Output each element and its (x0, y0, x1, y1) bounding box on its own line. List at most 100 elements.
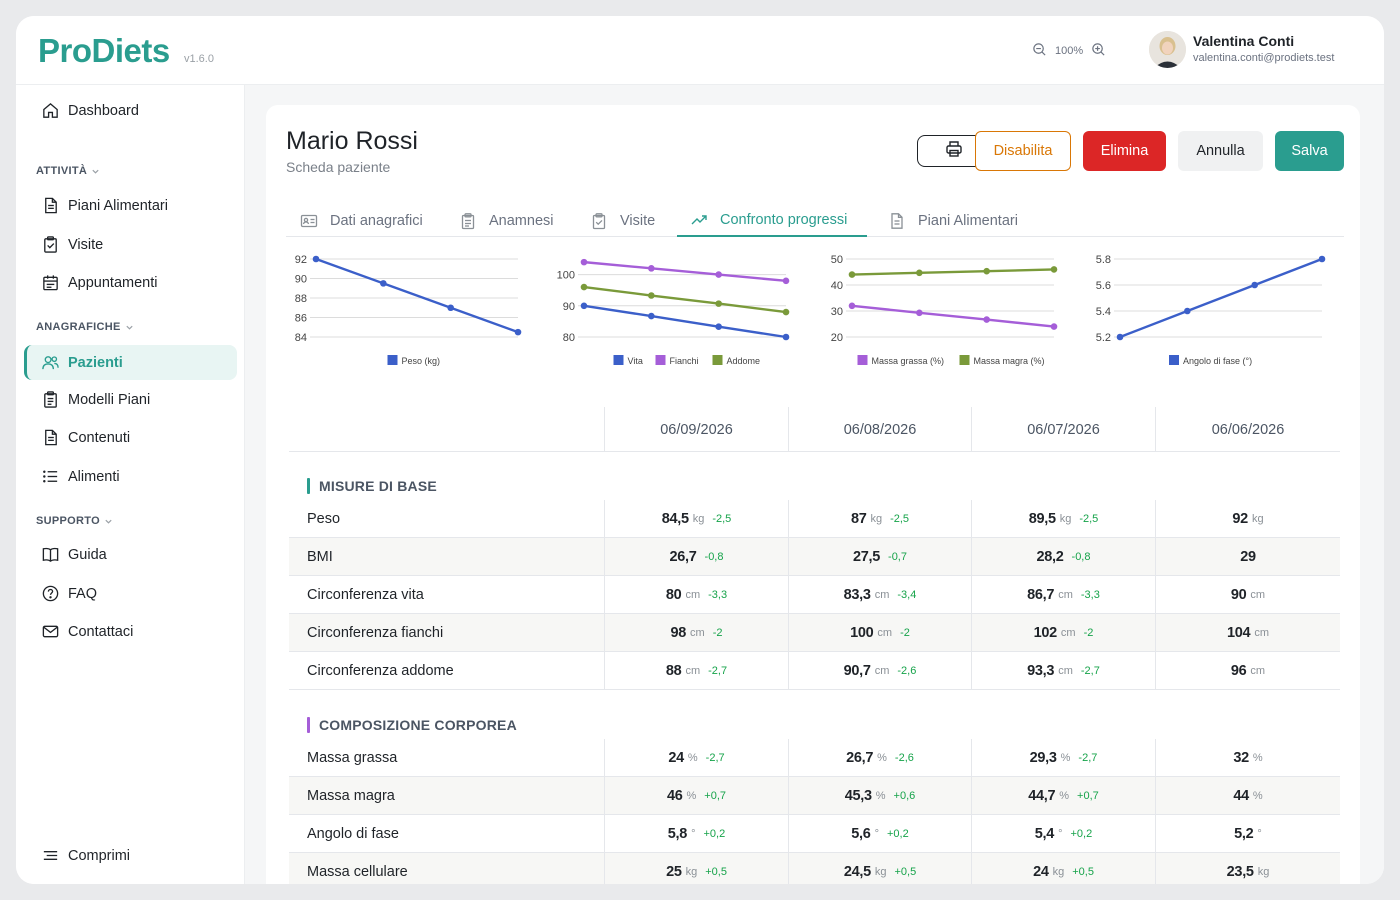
y-tick-label: 5.2 (1096, 332, 1111, 344)
table-cell: 98 cm -2 (604, 614, 788, 652)
table-cell: 90,7 cm -2,6 (788, 652, 971, 690)
user-avatar[interactable] (1149, 31, 1186, 68)
tab-visite[interactable]: Visite (590, 205, 655, 237)
cell-delta: -3,3 (708, 589, 728, 601)
cancel-button[interactable]: Annulla (1178, 131, 1263, 171)
row-label: Peso (307, 511, 341, 527)
table-cell: 44% (1155, 777, 1340, 815)
zoom-in-icon[interactable] (1091, 42, 1106, 60)
user-name[interactable]: Valentina Conti (1193, 33, 1295, 49)
tab-piani-alimentari[interactable]: Piani Alimentari (888, 205, 1018, 237)
cell-value: 26,7 (669, 549, 697, 565)
data-point (514, 328, 522, 336)
y-tick-label: 30 (831, 306, 843, 318)
save-button[interactable]: Salva (1275, 131, 1344, 171)
sidebar-item-appuntamenti[interactable]: Appuntamenti (24, 265, 237, 300)
table-cell: 5,4 ° +0,2 (971, 815, 1155, 853)
cell-value: 25 (666, 864, 682, 880)
sidebar-item-alimenti[interactable]: Alimenti (24, 459, 237, 494)
cell-value: 24,5 (843, 864, 871, 880)
cell-unit: kg (1059, 513, 1072, 525)
sidebar-collapse-button[interactable]: Comprimi (24, 838, 237, 873)
data-point (648, 265, 655, 272)
delete-button[interactable]: Elimina (1083, 131, 1166, 171)
chevron-down-icon (92, 169, 99, 174)
cell-delta: -2,7 (705, 752, 725, 764)
legend-swatch (655, 355, 666, 365)
y-tick-label: 40 (831, 280, 843, 292)
table-cell: 29 (1155, 538, 1340, 576)
sidebar-item-dashboard[interactable]: Dashboard (24, 93, 237, 128)
cell-value: 96 (1230, 663, 1247, 679)
cell-unit: % (686, 790, 697, 802)
cell-value: 26,7 (846, 750, 874, 766)
cell-unit: kg (874, 866, 887, 878)
sidebar-item-label: Comprimi (68, 847, 131, 864)
tab-anamnesi[interactable]: Anamnesi (459, 205, 553, 237)
table-cell: 25 kg +0,5 (604, 853, 788, 884)
cell-delta: -2,7 (708, 665, 728, 677)
section-label-supporto[interactable]: SUPPORTO (36, 515, 113, 527)
table-cell: 86,7 cm -3,3 (971, 576, 1155, 614)
sidebar-item-label: Modelli Piani (68, 391, 151, 408)
disable-button[interactable]: Disabilita (975, 131, 1071, 171)
cell-value: 102 (1033, 625, 1058, 641)
sidebar-item-faq[interactable]: FAQ (24, 576, 237, 611)
sidebar-item-contattaci[interactable]: Contattaci (24, 614, 237, 649)
zoom-out-icon[interactable] (1032, 42, 1047, 60)
cell-unit: ° (691, 828, 696, 840)
cell-delta: -2,5 (890, 513, 910, 525)
main-content: Mario Rossi Scheda paziente Disabilita E… (245, 85, 1384, 884)
chart-svg: 50 40 30 20 Massa grassa (%) Massa magra (%) (831, 254, 1058, 366)
sidebar-item-label: Guida (68, 546, 107, 563)
cell-unit: cm (685, 665, 701, 677)
sidebar-item-contenuti[interactable]: Contenuti (24, 420, 237, 455)
zoom-control: 100% (1032, 42, 1106, 60)
sidebar-item-visite[interactable]: Visite (24, 227, 237, 262)
series-line (1119, 257, 1323, 339)
cell-delta: +0,2 (703, 828, 726, 840)
table-cell: 92 kg (1155, 500, 1340, 538)
cell-value: 84,5 (661, 511, 689, 527)
cell-delta: +0,2 (1070, 828, 1093, 840)
cell-unit: cm (1250, 589, 1266, 601)
document-icon (888, 212, 906, 230)
sidebar-item-guida[interactable]: Guida (24, 537, 237, 572)
table-cell: 83,3 cm -3,4 (788, 576, 971, 614)
table-cell: 45,3% +0,6 (788, 777, 971, 815)
id-card-icon (300, 212, 318, 230)
data-point (1050, 266, 1058, 273)
cell-delta: +0,7 (1077, 790, 1099, 802)
cell-delta: -2,5 (712, 513, 732, 525)
legend-label: Angolo di fase (°) (1183, 356, 1252, 366)
sidebar-item-pazienti[interactable]: Pazienti (24, 345, 237, 380)
cell-unit: cm (685, 589, 701, 601)
data-point (916, 309, 923, 317)
data-point (983, 267, 990, 275)
cell-unit: % (687, 752, 698, 764)
section-label-attivita[interactable]: ATTIVITÀ (36, 165, 100, 177)
sidebar-item-piani-alimentari[interactable]: Piani Alimentari (24, 188, 237, 223)
tab-dati-anagrafici[interactable]: Dati anagrafici (300, 205, 423, 237)
sidebar-item-modelli-piani[interactable]: Modelli Piani (24, 382, 237, 417)
tab-confronto-progressi[interactable]: Confronto progressi (677, 205, 868, 237)
y-tick-label: 90 (295, 274, 307, 286)
legend-swatch (387, 355, 398, 365)
table-cell: 5,6 ° +0,2 (788, 815, 971, 853)
cell-delta: -0,7 (888, 551, 907, 563)
table-cell: 93,3 cm -2,7 (971, 652, 1155, 690)
cell-value: 89,5 (1028, 511, 1056, 527)
section-label-anagrafiche[interactable]: ANAGRAFICHE (36, 321, 134, 333)
series-line (315, 257, 519, 334)
document-icon (40, 428, 60, 448)
data-point (916, 269, 923, 277)
cell-value: 45,3 (844, 788, 872, 804)
app-logo[interactable]: ProDiets (38, 32, 170, 69)
y-tick-label: 88 (295, 293, 307, 305)
data-point (1251, 281, 1258, 289)
sidebar-item-label: Piani Alimentari (68, 197, 168, 214)
tab-label: Dati anagrafici (330, 213, 423, 229)
table-cell: 24% -2,7 (604, 739, 788, 777)
data-point (782, 308, 790, 316)
data-point (782, 277, 790, 285)
